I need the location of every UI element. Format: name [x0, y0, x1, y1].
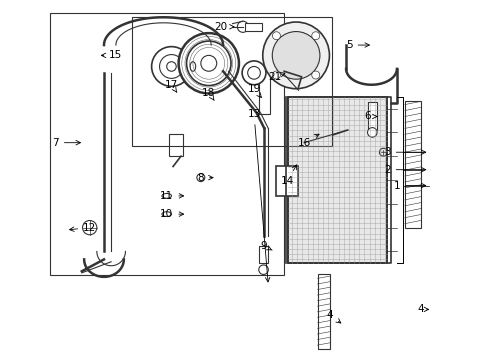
Circle shape — [242, 61, 265, 85]
Circle shape — [262, 22, 329, 89]
Bar — [287, 96, 386, 264]
Text: 21: 21 — [267, 72, 285, 82]
Text: 13: 13 — [247, 109, 269, 282]
Bar — [287, 96, 386, 264]
Circle shape — [166, 62, 176, 71]
Bar — [404, 100, 420, 228]
Bar — [258, 71, 269, 114]
Text: 5: 5 — [346, 40, 368, 50]
Circle shape — [272, 32, 319, 79]
Bar — [169, 134, 183, 156]
Bar — [317, 274, 329, 349]
Text: 8: 8 — [197, 172, 213, 183]
Circle shape — [201, 55, 216, 71]
Circle shape — [151, 47, 191, 86]
Circle shape — [311, 32, 319, 40]
Text: 3: 3 — [383, 147, 425, 157]
Text: 9: 9 — [260, 241, 271, 251]
Text: 4: 4 — [326, 310, 340, 323]
Text: 15: 15 — [101, 50, 122, 60]
Text: 19: 19 — [247, 84, 261, 98]
Text: 6: 6 — [364, 112, 376, 121]
Circle shape — [247, 67, 260, 79]
Text: 4: 4 — [417, 305, 427, 314]
Bar — [367, 102, 376, 130]
Circle shape — [159, 55, 183, 78]
Bar — [131, 17, 331, 146]
Text: 18: 18 — [202, 88, 215, 100]
Circle shape — [258, 265, 268, 274]
Circle shape — [367, 127, 376, 137]
Text: 16: 16 — [297, 134, 318, 148]
Circle shape — [272, 71, 280, 79]
Circle shape — [186, 41, 230, 86]
Bar — [258, 246, 268, 264]
Bar — [244, 23, 262, 31]
Text: 12: 12 — [69, 222, 96, 233]
Circle shape — [178, 33, 239, 94]
Bar — [50, 13, 284, 275]
Text: 2: 2 — [383, 165, 425, 175]
Circle shape — [272, 32, 280, 40]
Text: 11: 11 — [160, 191, 183, 201]
Circle shape — [311, 71, 319, 79]
Bar — [276, 166, 298, 196]
Text: 10: 10 — [160, 209, 183, 219]
Circle shape — [237, 21, 248, 32]
Text: 1: 1 — [393, 181, 425, 190]
Text: 17: 17 — [164, 80, 178, 93]
Text: 7: 7 — [52, 138, 80, 148]
Text: 20: 20 — [214, 22, 234, 32]
Text: 14: 14 — [280, 165, 296, 186]
